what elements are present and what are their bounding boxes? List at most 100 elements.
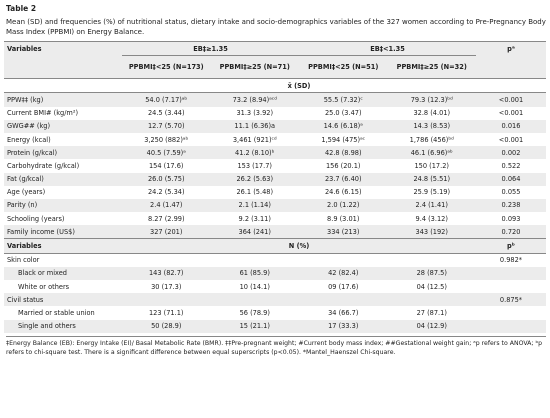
table-row: PPBMI‡<25 (N=173) PPBMI‡≥25 (N=71) PPBMI‡<… (4, 55, 546, 79)
table-cell (476, 280, 546, 293)
table-cell: 15 (21.1) (239, 322, 270, 331)
table-row: Energy (kcal) 3,250 (882)ᵃᵇ 3,461 (921)ᶜᵈ 1… (4, 133, 546, 146)
table-cell: 0.238 (501, 201, 521, 210)
table-cell: <0.001 (498, 135, 524, 144)
table-cell: 8.27 (2.99) (147, 214, 185, 223)
table-cell: 0.875* (499, 295, 523, 304)
table-cell: Black or mixed (18, 269, 67, 278)
table-cell: 0.982* (499, 256, 523, 265)
table-body: Variables EB‡≥1.35 EB‡<1.35 pᵃ PPBMI‡<25 (N=… (4, 41, 546, 333)
table-cell: 23.7 (6.40) (324, 175, 362, 184)
table-caption: Mean (SD) and frequencies (%) of nutriti… (6, 18, 546, 36)
table-cell: 26.0 (5.75) (147, 175, 185, 184)
table-cell: Schooling (years) (7, 214, 65, 223)
table-cell: 11.1 (6.36)a (234, 122, 276, 131)
table-cell: 9.4 (3.12) (415, 214, 448, 223)
table-row: Single and others 50 (28.9) 15 (21.1) 17 (3… (4, 319, 546, 333)
table-cell: 123 (71.1) (148, 308, 184, 317)
table-cell: 31.3 (3.92) (236, 109, 274, 118)
table-title: Table 2 (6, 4, 37, 13)
table-cell: Age (years) (7, 188, 46, 197)
table-cell: EB‡≥1.35 (122, 41, 299, 57)
table-cell: 334 (213) (327, 227, 360, 236)
table-row: Parity (n) 2.4 (1.47) 2.1 (1.14) 2.0 (1.22)… (4, 198, 546, 213)
table-cell: 150 (17.2) (414, 161, 449, 170)
table-cell: 54.0 (7.17)ᵃᵇ (145, 95, 188, 104)
table-cell: 50 (28.9) (151, 322, 182, 331)
table-cell: 327 (201) (150, 227, 183, 236)
table-row: Current BMI# (kg/m²) 24.5 (3.44) 31.3 (3.9… (4, 107, 546, 120)
table-cell (476, 320, 546, 333)
table-cell: 28 (87.5) (416, 269, 447, 278)
table-cell (299, 253, 388, 267)
table-cell: 30 (17.3) (151, 282, 182, 291)
table-cell: Energy (kcal) (7, 135, 51, 144)
table-cell (476, 79, 546, 93)
table-row: Carbohydrate (g/kcal) 154 (17.6) 153 (17.7… (4, 159, 546, 172)
table-cell: 9.2 (3.11) (238, 214, 271, 223)
table-cell: 41.2 (8.10)ᵇ (235, 148, 275, 157)
table-cell: 14.3 (8.53) (413, 122, 451, 131)
table-row: Protein (g/kcal) 40.5 (7.59)ᵃ 41.2 (8.10)ᵇ… (4, 146, 546, 160)
table-cell: 2.1 (1.14) (238, 201, 271, 210)
table-cell: PPW‡‡ (kg) (7, 95, 44, 104)
table-cell: 1,594 (475)ᵃᶜ (321, 135, 366, 144)
table-cell: Civil status (7, 295, 44, 304)
table-cell: 0.064 (501, 175, 521, 184)
table-cell: 153 (17.7) (237, 161, 272, 170)
table-cell: 26.1 (5.48) (236, 188, 274, 197)
table-row: Schooling (years) 8.27 (2.99) 9.2 (3.11) 8.… (4, 212, 546, 225)
table-cell: 2.4 (1.47) (150, 201, 183, 210)
table-cell: PPBMI‡<25 (N=173) (128, 63, 204, 72)
table-cell: 04 (12.5) (416, 282, 447, 291)
table-row: Variables N (%) pᵇ (4, 238, 546, 254)
table-cell: 156 (20.1) (325, 161, 361, 170)
table-cell (299, 293, 388, 306)
table-cell: 3,250 (882)ᵃᵇ (144, 135, 189, 144)
table-cell: 1,786 (456)ᵇᵈ (409, 135, 454, 144)
table-row: Age (years) 24.2 (5.34) 26.1 (5.48) 24.6 (6… (4, 186, 546, 199)
table-cell: 0.522 (501, 161, 521, 170)
table-cell: 56 (78.9) (239, 308, 270, 317)
table-cell: Married or stable union (18, 308, 95, 317)
table-cell: 55.5 (7.32)ᶜ (323, 95, 363, 104)
table-cell: 24.8 (5.51) (413, 175, 451, 184)
table-row: White or others 30 (17.3) 10 (14.1) 09 (17.… (4, 280, 546, 293)
table-cell: Parity (n) (7, 201, 38, 210)
table-cell: 42.8 (8.98) (324, 148, 362, 157)
table-cell: Carbohydrate (g/kcal) (7, 161, 80, 170)
table-cell (388, 293, 477, 306)
table-cell: 0.016 (501, 122, 521, 131)
table-cell: 26.2 (5.63) (236, 175, 274, 184)
table-cell: 24.2 (5.34) (147, 188, 185, 197)
table-row: GWG## (kg) 12.7 (5.70) 11.1 (6.36)a 14.6 (6… (4, 119, 546, 133)
table-cell: <0.001 (498, 95, 524, 104)
table-cell: 2.0 (1.22) (327, 201, 360, 210)
table-cell (122, 253, 211, 267)
table-row: Married or stable union 123 (71.1) 56 (78.… (4, 306, 546, 319)
table-cell: 79.3 (12.3)ᵇᵈ (410, 95, 453, 104)
table-cell: 0.002 (501, 148, 521, 157)
table-row: Variables EB‡≥1.35 EB‡<1.35 pᵃ (4, 41, 546, 57)
table-cell: 73.2 (8.94)ᵃᶜᵈ (232, 95, 277, 104)
table-cell: 17 (33.3) (328, 322, 359, 331)
data-table: Variables EB‡≥1.35 EB‡<1.35 pᵃ PPBMI‡<25 (N=… (4, 41, 546, 333)
table-row: Family income (US$) 327 (201) 364 (241) 334… (4, 225, 546, 239)
table-cell: Skin color (7, 256, 40, 265)
table-cell: 24.6 (6.15) (324, 188, 362, 197)
table-cell (388, 253, 477, 267)
footnote: ‡Energy Balance (EB): Energy Intake (EI)… (6, 335, 546, 357)
table-cell (211, 293, 300, 306)
table-cell: 0.720 (501, 227, 521, 236)
table-cell: 34 (66.7) (328, 308, 359, 317)
table-cell: <0.001 (498, 109, 524, 118)
table-cell (476, 267, 546, 280)
table-cell: Fat (g/kcal) (7, 175, 44, 184)
table-cell: EB‡<1.35 (299, 41, 476, 57)
table-cell: 25.0 (3.47) (324, 109, 362, 118)
table-cell (476, 56, 546, 79)
table-cell: 0.093 (501, 214, 521, 223)
table-cell: 12.7 (5.70) (147, 122, 185, 131)
table-cell: Protein (g/kcal) (7, 148, 58, 157)
